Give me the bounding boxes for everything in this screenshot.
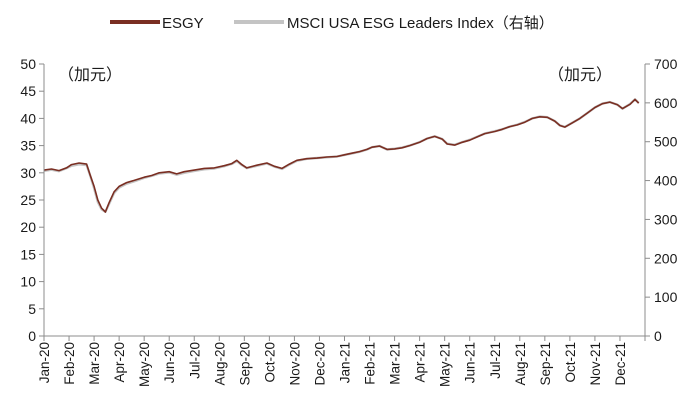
left-tick-label: 5 xyxy=(28,301,36,317)
x-tick-label: Jun-20 xyxy=(162,342,177,383)
x-tick-label: Nov-21 xyxy=(588,342,603,386)
legend: ESGY MSCI USA ESG Leaders Index（右轴） xyxy=(110,15,554,32)
x-tick-label: Jan-21 xyxy=(338,342,353,383)
x-tick-label: Mar-20 xyxy=(87,342,102,385)
right-tick-label: 300 xyxy=(654,211,678,227)
left-tick-label: 50 xyxy=(20,56,36,72)
left-axis-unit-label: （加元） xyxy=(58,66,122,84)
left-tick-label: 45 xyxy=(20,83,36,99)
right-tick-label: 400 xyxy=(654,173,678,189)
left-tick-label: 35 xyxy=(20,138,36,154)
left-tick-label: 30 xyxy=(20,165,36,181)
left-axis-ticks: 0 5 10 15 20 25 30 35 40 45 50 xyxy=(20,56,44,344)
x-tick-label: Nov-20 xyxy=(287,342,302,386)
x-tick-label: May-20 xyxy=(137,342,152,387)
x-tick-label: Apr-20 xyxy=(112,342,127,383)
x-tick-label: Oct-21 xyxy=(563,342,578,383)
legend-label-msci: MSCI USA ESG Leaders Index（右轴） xyxy=(287,15,554,32)
x-tick-label: Apr-21 xyxy=(413,342,428,383)
x-tick-label: Jun-21 xyxy=(463,342,478,383)
left-tick-label: 0 xyxy=(28,328,36,344)
x-tick-label: Jul-21 xyxy=(488,342,503,379)
right-tick-label: 200 xyxy=(654,250,678,266)
x-tick-label: Aug-20 xyxy=(212,342,227,386)
x-tick-label: Dec-21 xyxy=(613,342,628,386)
x-tick-label: Jan-20 xyxy=(37,342,52,383)
x-tick-label: Feb-20 xyxy=(62,342,77,385)
legend-label-esgy: ESGY xyxy=(162,15,204,32)
left-tick-label: 10 xyxy=(20,274,36,290)
x-tick-label: Feb-21 xyxy=(363,342,378,385)
right-axis-unit-label: （加元） xyxy=(548,66,612,84)
right-tick-label: 500 xyxy=(654,134,678,150)
left-tick-label: 40 xyxy=(20,110,36,126)
x-tick-label: Oct-20 xyxy=(262,342,277,383)
x-tick-label: Sep-20 xyxy=(237,342,252,386)
series-line-esgy xyxy=(43,98,640,213)
right-axis-ticks: 0 100 200 300 400 500 600 700 xyxy=(645,56,678,344)
x-tick-label: Dec-20 xyxy=(312,342,327,386)
right-tick-label: 600 xyxy=(654,95,678,111)
x-axis-ticks: Jan-20 Feb-20 Mar-20 Apr-20 May-20 Jun-20 Jul-… xyxy=(37,336,646,387)
left-tick-label: 25 xyxy=(20,192,36,208)
x-tick-label: Sep-21 xyxy=(538,342,553,386)
series-layer xyxy=(43,98,640,213)
left-tick-label: 20 xyxy=(20,219,36,235)
x-tick-label: Jul-20 xyxy=(187,342,202,379)
right-tick-label: 0 xyxy=(654,328,662,344)
x-tick-label: May-21 xyxy=(438,342,453,387)
x-tick-label: Mar-21 xyxy=(388,342,403,385)
right-tick-label: 100 xyxy=(654,289,678,305)
right-tick-label: 700 xyxy=(654,56,678,72)
x-tick-label: Aug-21 xyxy=(513,342,528,386)
left-tick-label: 15 xyxy=(20,246,36,262)
